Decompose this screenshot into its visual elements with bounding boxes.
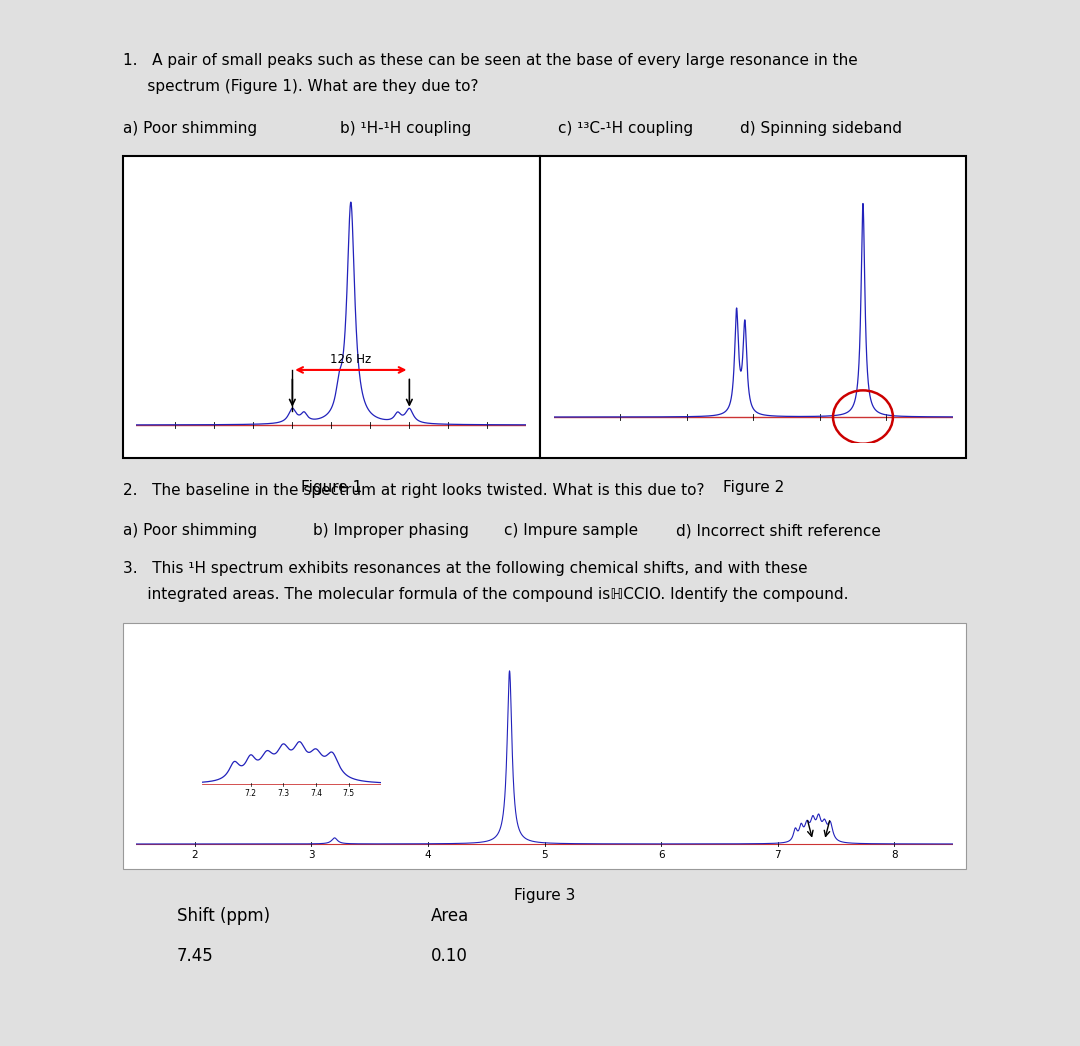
Text: c) ¹³C-¹H coupling: c) ¹³C-¹H coupling — [558, 121, 693, 136]
Text: 0.10: 0.10 — [431, 947, 468, 964]
Text: 4: 4 — [424, 850, 431, 860]
Text: 3: 3 — [308, 850, 314, 860]
Text: d) Spinning sideband: d) Spinning sideband — [740, 121, 902, 136]
Bar — [123, 623, 967, 869]
Bar — [123, 157, 540, 458]
Text: 7.45: 7.45 — [177, 947, 214, 964]
Text: 8: 8 — [891, 850, 897, 860]
Text: 7.4: 7.4 — [310, 789, 322, 798]
Text: 7: 7 — [774, 850, 781, 860]
Text: Figure 2: Figure 2 — [723, 480, 784, 495]
Text: a) Poor shimming: a) Poor shimming — [123, 523, 257, 538]
Text: 7.2: 7.2 — [244, 789, 257, 798]
Text: 3.   This ¹H spectrum exhibits resonances at the following chemical shifts, and : 3. This ¹H spectrum exhibits resonances … — [123, 561, 808, 576]
Text: 126 Hz: 126 Hz — [330, 353, 372, 365]
Text: 2.   The baseline in the spectrum at right looks twisted. What is this due to?: 2. The baseline in the spectrum at right… — [123, 483, 704, 498]
Text: integrated areas. The molecular formula of the compound isℍCCIO. Identify the co: integrated areas. The molecular formula … — [123, 587, 848, 602]
Text: 5: 5 — [541, 850, 548, 860]
Text: Area: Area — [431, 907, 470, 925]
Text: Figure 1: Figure 1 — [300, 480, 362, 495]
Text: b) Improper phasing: b) Improper phasing — [313, 523, 469, 538]
Bar — [540, 157, 967, 458]
Text: 2: 2 — [191, 850, 198, 860]
Text: d) Incorrect shift reference: d) Incorrect shift reference — [676, 523, 881, 538]
Text: 1.   A pair of small peaks such as these can be seen at the base of every large : 1. A pair of small peaks such as these c… — [123, 53, 858, 68]
Text: Figure 3: Figure 3 — [514, 887, 576, 903]
Text: 7.3: 7.3 — [278, 789, 289, 798]
Text: spectrum (Figure 1). What are they due to?: spectrum (Figure 1). What are they due t… — [123, 79, 478, 94]
Text: b) ¹H-¹H coupling: b) ¹H-¹H coupling — [340, 121, 472, 136]
Text: Shift (ppm): Shift (ppm) — [177, 907, 270, 925]
Text: c) Impure sample: c) Impure sample — [503, 523, 638, 538]
Text: 7.5: 7.5 — [342, 789, 354, 798]
Text: a) Poor shimming: a) Poor shimming — [123, 121, 257, 136]
Text: 6: 6 — [658, 850, 664, 860]
